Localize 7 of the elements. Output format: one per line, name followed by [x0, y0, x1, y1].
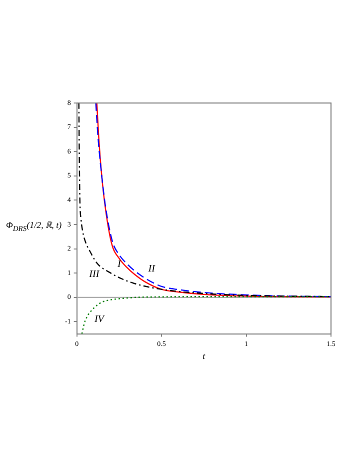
x-axis-title: t — [202, 350, 206, 361]
line-series — [81, 296, 331, 334]
annotation: III — [88, 268, 100, 280]
annotation: I — [116, 259, 122, 270]
annotation: IV — [93, 314, 106, 325]
annotation: II — [147, 264, 156, 275]
y-axis-title: Φ$_{DRS}$(1/2, ℝ, t) — [6, 219, 62, 233]
